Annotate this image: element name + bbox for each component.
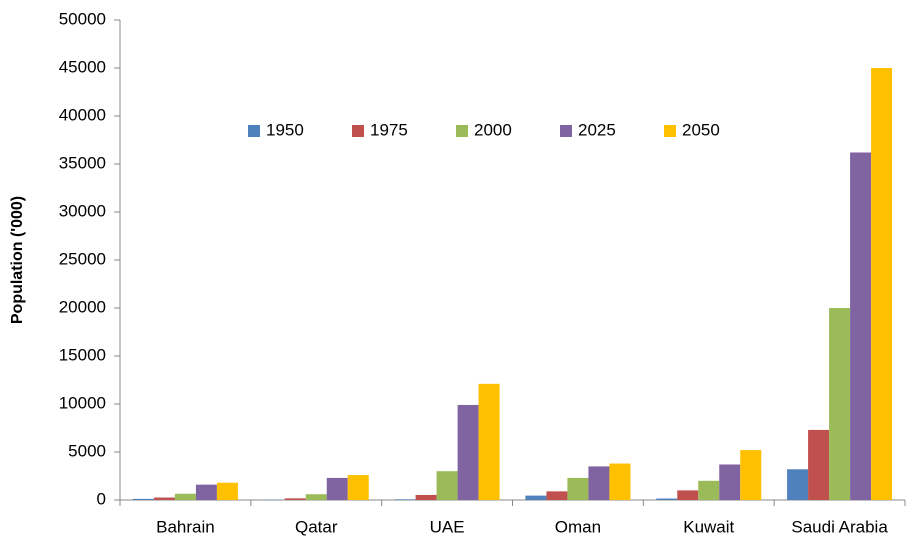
y-tick-label: 20000 [59, 297, 106, 316]
y-tick-label: 15000 [59, 345, 106, 364]
legend-swatch [456, 125, 468, 137]
legend-swatch [248, 125, 260, 137]
bar [850, 152, 872, 501]
legend-swatch [560, 125, 572, 137]
bar [871, 68, 893, 500]
bar [656, 498, 678, 500]
bar [609, 463, 631, 500]
y-tick-label: 50000 [59, 9, 106, 28]
bar [153, 497, 175, 500]
bar [698, 480, 720, 500]
bar [546, 491, 568, 500]
bar [326, 477, 348, 500]
bar [436, 471, 458, 500]
y-axis-label: Population ('000) [9, 196, 26, 324]
bar [216, 482, 238, 500]
legend-label: 1950 [266, 120, 304, 139]
bar [394, 499, 416, 500]
bar [174, 493, 196, 500]
legend-label: 2025 [578, 120, 616, 139]
bar [808, 429, 830, 500]
x-tick-label: Saudi Arabia [791, 517, 888, 536]
bar [305, 494, 327, 500]
y-tick-label: 30000 [59, 201, 106, 220]
legend-label: 1975 [370, 120, 408, 139]
x-tick-label: Kuwait [683, 517, 734, 536]
x-tick-label: Oman [555, 517, 601, 536]
bar [740, 450, 762, 500]
y-tick-label: 0 [97, 489, 106, 508]
legend-swatch [352, 125, 364, 137]
y-tick-label: 35000 [59, 153, 106, 172]
y-tick-label: 10000 [59, 393, 106, 412]
legend-label: 2000 [474, 120, 512, 139]
y-tick-label: 5000 [68, 441, 106, 460]
bar [478, 383, 500, 500]
bar [457, 404, 479, 500]
bar [132, 498, 154, 500]
x-tick-label: UAE [430, 517, 465, 536]
bar [195, 484, 217, 500]
bar [567, 477, 589, 500]
bar [719, 464, 741, 500]
bar [829, 308, 851, 500]
legend-swatch [664, 125, 676, 137]
bar [284, 498, 306, 500]
x-tick-label: Qatar [295, 517, 338, 536]
y-tick-label: 40000 [59, 105, 106, 124]
bar [787, 469, 809, 500]
bar [525, 495, 547, 500]
x-tick-label: Bahrain [156, 517, 215, 536]
bar [588, 466, 610, 500]
y-tick-label: 25000 [59, 249, 106, 268]
legend-label: 2050 [682, 120, 720, 139]
bar [347, 475, 369, 500]
bar [677, 490, 699, 500]
bar [415, 494, 437, 500]
y-tick-label: 45000 [59, 57, 106, 76]
